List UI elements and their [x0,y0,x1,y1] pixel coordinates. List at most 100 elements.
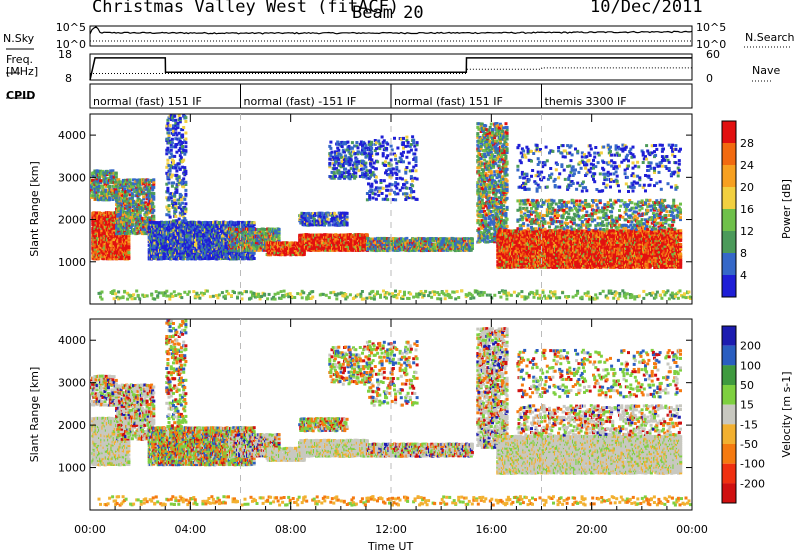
power-panel-cell [278,237,281,240]
power-panel-cell [510,294,513,297]
power-panel-cell [688,291,691,294]
power-panel-cell [206,290,209,293]
power-panel-cell [137,294,140,297]
power-panel-cell [274,293,277,296]
power-panel-cell [274,298,277,301]
power-panel-cell [173,290,176,293]
power-panel-cell [602,290,605,293]
power-panel-cell [152,215,155,218]
power-panel-cell [397,293,400,296]
power-panel-cell [654,296,657,299]
power-panel-cell [152,186,155,189]
power-panel-cell [132,293,135,296]
power-panel-cell [227,292,230,295]
power-panel-cell [253,257,256,260]
power-panel-cell [555,297,558,300]
power-panel-cell [385,297,388,300]
power-panel-cell [533,296,536,299]
power-panel-cell [656,291,659,294]
power-panel-cell [450,296,453,299]
power-panel-cell [460,289,463,292]
power-panel-cell [626,292,629,295]
power-panel-cell [618,292,621,295]
power-panel-cell [278,228,281,231]
power-panel-cell [146,294,149,297]
power-panel-cell [436,297,439,300]
power-panel-cell [253,292,256,295]
power-panel-cell [430,296,433,299]
noise-left-tick-high: 10^5 [56,21,86,34]
power-panel-cell [444,297,447,300]
power-panel-cell [394,290,397,293]
power-panel-cell [478,294,481,297]
power-panel-cell [445,290,448,293]
power-panel-cell [572,296,575,299]
power-panel-cell [337,292,340,295]
power-panel-cell [311,290,314,293]
power-panel-cell [668,297,671,300]
power-panel-cell [180,296,183,299]
power-panel-cell [469,297,472,300]
power-panel-cell [371,290,374,293]
cpid-segment-label: normal (fast) 151 IF [93,95,202,108]
power-panel-cell [253,252,256,255]
power-panel-cell [405,237,408,240]
power-panel-cell [344,293,347,296]
power-panel-cell [361,290,364,293]
power-panel-cell [224,295,227,298]
power-panel-cell [152,209,155,212]
power-panel-cell [236,297,239,300]
power-panel-cell [151,202,154,205]
power-panel-cell [171,295,174,298]
power-panel-cell [429,291,432,294]
power-panel-cell [424,290,427,293]
power-panel-cell [457,296,460,299]
power-panel-cell [454,297,457,300]
freq-series-line [90,58,692,80]
power-panel-cell [683,292,686,295]
power-panel-cell [101,298,104,301]
cpid-segment-label: normal (fast) 151 IF [394,95,503,108]
power-panel-cell [576,292,579,295]
power-panel-cell [183,291,186,294]
power-panel-cell [192,290,195,293]
power-panel-cell [542,291,545,294]
power-panel-cell [660,297,663,300]
power-panel-cell [349,293,352,296]
power-panel-cell [150,294,153,297]
power-panel-cell [517,292,520,295]
power-panel-cell [418,293,421,296]
power-panel-cell [438,293,441,296]
power-panel-cell [611,292,614,295]
power-panel-cell [322,293,325,296]
power-panel-cell [674,295,677,298]
power-panel-cell [606,297,609,300]
power-panel-cell [134,297,137,300]
power-panel-cell [618,295,621,298]
power-panel-cell [671,292,674,295]
power-panel-cell [486,294,489,297]
power-panel-cell [152,205,155,208]
power-panel-cell [659,294,662,297]
power-panel-cell [108,185,111,188]
power-panel-cell [155,290,158,293]
noise-panel-frame [90,26,692,46]
power-panel-cell [127,251,130,254]
power-panel-cell [212,295,215,298]
power-panel-cell [439,297,442,300]
power-panel-cell [152,192,155,195]
power-panel-cell [376,290,379,293]
power-panel-cell [135,290,138,293]
power-panel-cell [638,295,641,298]
power-panel-cell [505,298,508,301]
power-panel-cell [346,296,349,299]
power-panel-cell [588,298,591,301]
power-panel-cell [167,295,170,298]
power-panel-cell [617,297,620,300]
power-panel-cell [633,295,636,298]
power-panel-cell [396,296,399,299]
power-panel-cell [677,297,680,300]
power-panel-cell [289,292,292,295]
power-panel-cell [536,292,539,295]
power-panel-cell [666,289,669,292]
